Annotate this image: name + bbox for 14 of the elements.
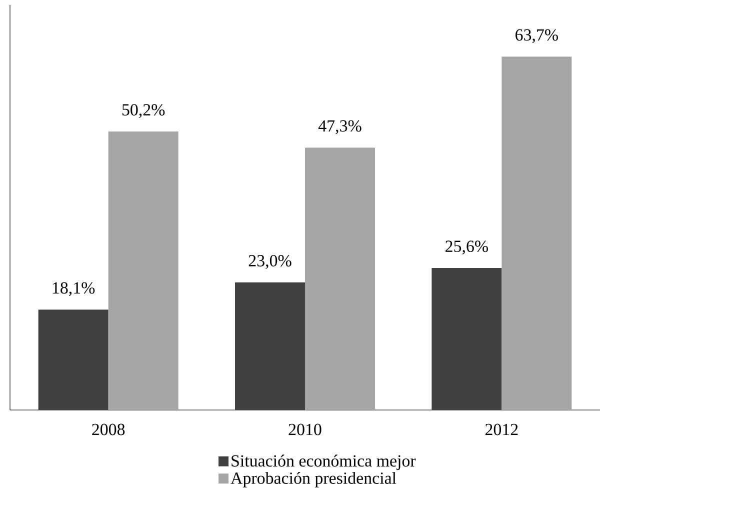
data-label: 47,3% xyxy=(318,120,362,134)
data-label: 23,0% xyxy=(248,255,292,269)
legend-label: Aprobación presidencial xyxy=(230,472,396,488)
bar xyxy=(305,148,376,410)
bar xyxy=(108,131,178,410)
data-label: 63,7% xyxy=(516,29,558,44)
data-label: 25,6% xyxy=(446,240,488,254)
x-tick-label: 2008 xyxy=(92,424,125,436)
legend-label: Situación económica mejor xyxy=(232,454,416,470)
x-tick-label: 2010 xyxy=(288,424,322,436)
data-label: 18,1% xyxy=(52,282,95,296)
bar xyxy=(502,56,572,410)
data-label: 50,2% xyxy=(122,104,165,118)
x-tick-label: 2012 xyxy=(485,424,518,436)
